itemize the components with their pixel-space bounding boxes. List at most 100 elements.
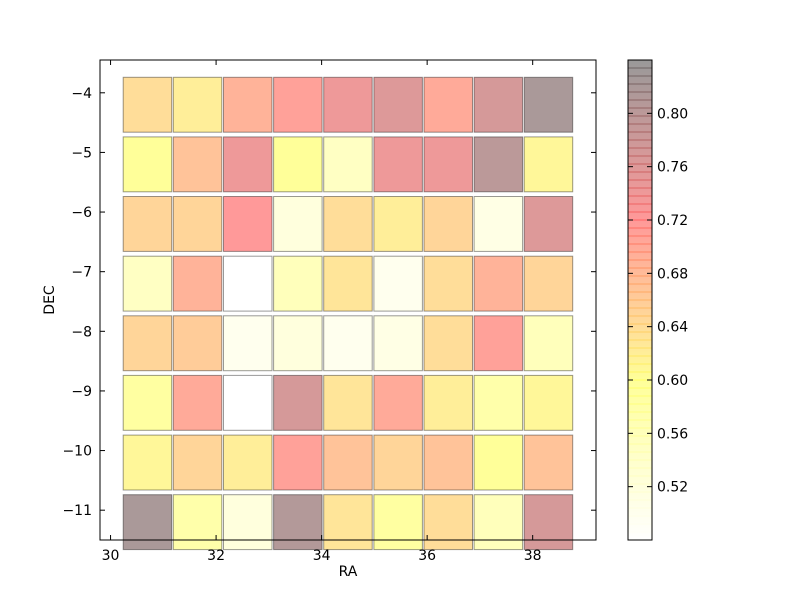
heatmap-cell <box>423 196 473 252</box>
heatmap-cell <box>122 136 173 193</box>
heatmap-cell <box>172 196 223 252</box>
heatmap-cell <box>122 76 173 133</box>
y-tick-label: −6 <box>71 205 92 221</box>
y-tick-label: −9 <box>71 384 92 400</box>
heatmap-cell <box>323 434 373 491</box>
colorbar-frame <box>627 59 653 541</box>
y-tick-label: −8 <box>71 324 92 340</box>
heatmap-cell <box>172 494 223 551</box>
heatmap-cell <box>273 196 323 252</box>
heatmap-cell <box>423 434 473 491</box>
heatmap-cell <box>373 494 423 551</box>
heatmap-cell <box>323 315 373 372</box>
y-axis: −4 −5 −6 −7 −8 −9 −10 −11 <box>62 86 596 519</box>
colorbar: 0.52 0.56 0.60 0.64 0.68 0.72 0.76 0.80 <box>627 59 688 541</box>
x-tick-label: 36 <box>418 548 436 564</box>
heatmap-cell <box>523 315 574 372</box>
heatmap-cell <box>223 374 273 431</box>
y-tick-label: −4 <box>71 86 92 102</box>
heatmap-cell <box>523 76 574 133</box>
heatmap-cell <box>523 255 574 312</box>
y-tick-label: −5 <box>71 145 92 161</box>
heatmap-cell <box>122 494 173 551</box>
heatmap-cell <box>373 374 423 431</box>
heatmap-cell <box>423 76 473 133</box>
heatmap-cell <box>473 196 524 252</box>
x-tick-label: 30 <box>102 548 120 564</box>
colorbar-tick-label: 0.60 <box>657 373 688 389</box>
x-tick-label: 38 <box>524 548 542 564</box>
heatmap-cell <box>423 136 473 193</box>
heatmap-cell <box>122 434 173 491</box>
heatmap-cell <box>373 434 423 491</box>
heatmap-cell <box>273 374 323 431</box>
colorbar-tick-label: 0.52 <box>657 480 688 496</box>
heatmap-cell <box>172 434 223 491</box>
heatmap-cell <box>473 136 524 193</box>
heatmap-cell <box>223 76 273 133</box>
heatmap-cell <box>273 434 323 491</box>
heatmap-cell <box>122 374 173 431</box>
y-axis-label: DEC <box>42 285 58 315</box>
x-tick-label: 34 <box>313 548 331 564</box>
y-tick-label: −11 <box>62 503 92 519</box>
heatmap-cell <box>223 196 273 252</box>
colorbar-gradient <box>628 60 652 540</box>
heatmap-cell <box>223 136 273 193</box>
heatmap-cell <box>122 315 173 372</box>
heatmap-cell <box>423 315 473 372</box>
heatmap-cell <box>423 374 473 431</box>
heatmap-cell <box>423 494 473 551</box>
heatmap-cell <box>323 196 373 252</box>
heatmap-cell <box>172 374 223 431</box>
colorbar-ticks: 0.52 0.56 0.60 0.64 0.68 0.72 0.76 0.80 <box>628 106 688 496</box>
heatmap-cell <box>473 434 524 491</box>
heatmap-cell <box>323 136 373 193</box>
colorbar-tick-label: 0.72 <box>657 213 688 229</box>
colorbar-tick-label: 0.68 <box>657 266 688 282</box>
heatmap-cell <box>373 315 423 372</box>
heatmap-cell <box>172 255 223 312</box>
heatmap-cell <box>323 255 373 312</box>
heatmap-cell <box>523 374 574 431</box>
heatmap-cell <box>523 136 574 193</box>
heatmap-cell <box>273 494 323 551</box>
x-tick-label: 32 <box>207 548 225 564</box>
heatmap-cell <box>423 255 473 312</box>
heatmap-cell <box>323 76 373 133</box>
heatmap-cell <box>323 494 373 551</box>
heatmap-cell <box>223 494 273 551</box>
heatmap-cell <box>273 255 323 312</box>
heatmap-cell <box>523 196 574 252</box>
heatmap-cell <box>273 315 323 372</box>
heatmap-cell <box>273 76 323 133</box>
heatmap-cell <box>172 76 223 133</box>
heatmap-cell <box>473 494 524 551</box>
heatmap-cell <box>122 255 173 312</box>
y-tick-label: −10 <box>62 444 92 460</box>
x-axis: 30 32 34 36 38 <box>102 60 542 564</box>
heatmap-cell <box>373 136 423 193</box>
heatmap-cell <box>323 374 373 431</box>
heatmap-cell <box>373 76 423 133</box>
colorbar-tick-label: 0.64 <box>657 320 688 336</box>
heatmap-cell <box>273 136 323 193</box>
heatmap-cell <box>172 315 223 372</box>
heatmap-cell <box>473 255 524 312</box>
plot-frame <box>99 59 597 541</box>
heatmap-cell <box>373 196 423 252</box>
colorbar-tick-label: 0.80 <box>657 106 688 122</box>
heatmap-cells <box>122 76 574 551</box>
heatmap-cell <box>473 374 524 431</box>
colorbar-tick-label: 0.76 <box>657 160 688 176</box>
heatmap-cell <box>373 255 423 312</box>
heatmap-cell <box>473 315 524 372</box>
heatmap-cell <box>172 136 223 193</box>
heatmap-cell <box>223 255 273 312</box>
y-tick-label: −7 <box>71 265 92 281</box>
heatmap-cell <box>473 76 524 133</box>
heatmap-cell <box>122 196 173 252</box>
heatmap-cell <box>223 434 273 491</box>
x-axis-label: RA <box>339 564 358 580</box>
